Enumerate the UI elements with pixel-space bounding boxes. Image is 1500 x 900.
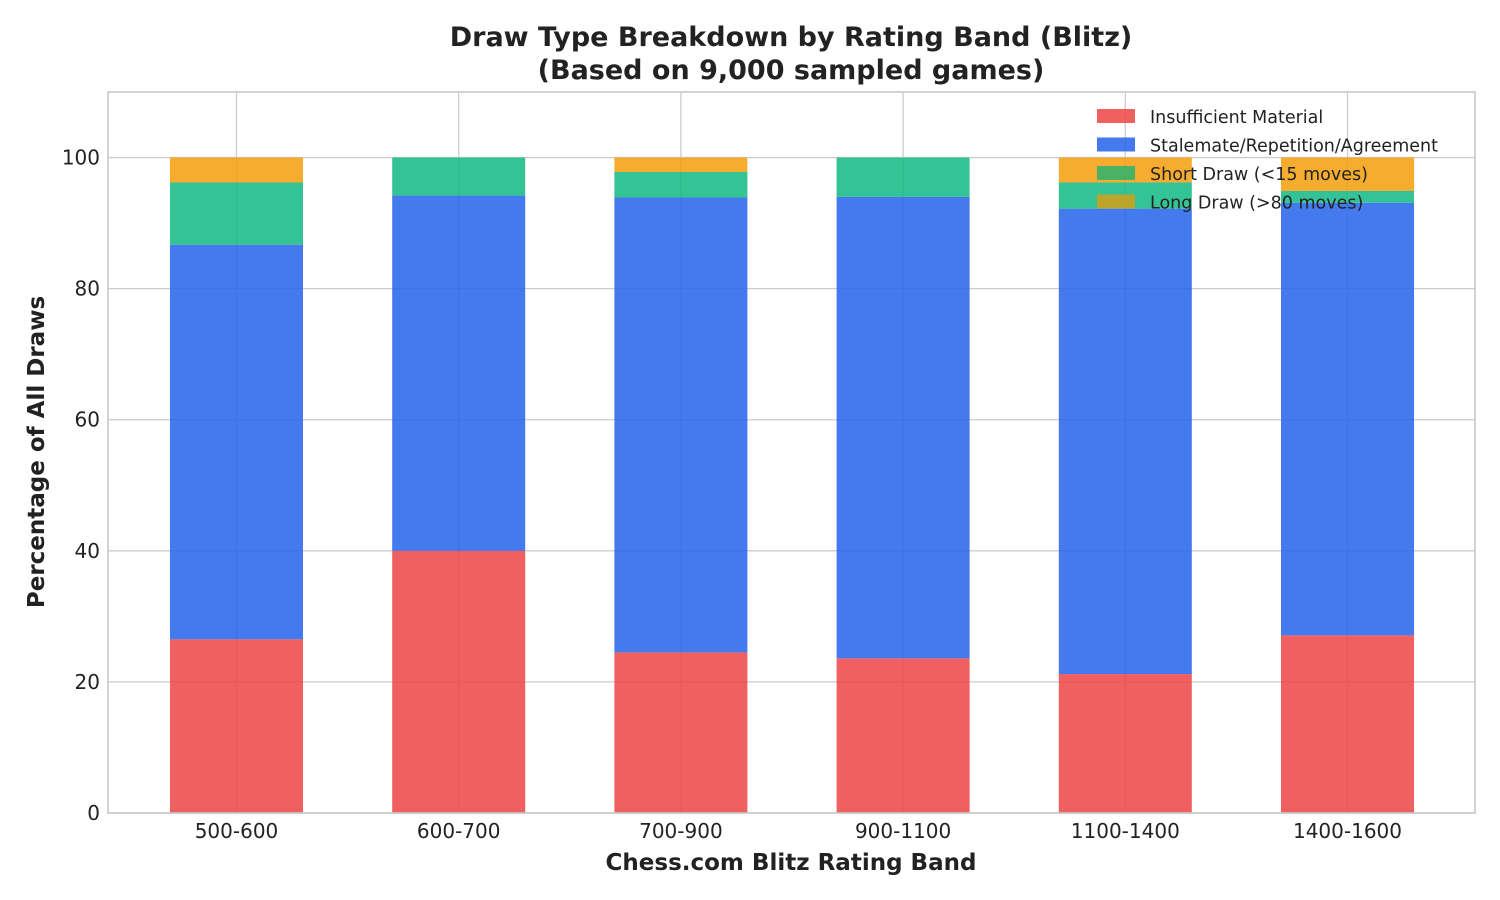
legend-swatch (1097, 137, 1135, 152)
x-tick-label: 700-900 (639, 819, 723, 843)
plot-frame (107, 91, 1476, 814)
legend-swatch (1097, 194, 1135, 209)
x-axis-label: Chess.com Blitz Rating Band (606, 850, 977, 876)
bar-segment (392, 157, 526, 196)
y-tick-label: 100 (62, 146, 100, 170)
bar-segment (1281, 635, 1414, 813)
bar-segment (392, 195, 526, 551)
y-tick-labels: 0 20 40 60 80 100 (62, 146, 100, 825)
bar-segment (392, 550, 526, 813)
x-tick-label: 900-1100 (855, 819, 951, 843)
bar-segment (614, 197, 748, 653)
bar-segment (170, 244, 303, 640)
bar-segment (836, 157, 970, 197)
legend-label: Insufficient Material (1150, 108, 1323, 128)
y-tick-label: 0 (87, 801, 100, 825)
bar-segment (836, 196, 970, 659)
chart-title: Draw Type Breakdown by Rating Band (Blit… (450, 22, 1133, 53)
legend-label: Short Draw (<15 moves) (1150, 165, 1368, 185)
legend: Insufficient Material Stalemate/Repetitio… (1097, 108, 1438, 214)
bar-segment (170, 639, 303, 813)
bar-segment (614, 652, 748, 813)
chart-subtitle: (Based on 9,000 sampled games) (538, 55, 1045, 86)
x-tick-label: 1100-1400 (1071, 819, 1180, 843)
x-tick-label: 500-600 (195, 819, 279, 843)
legend-label: Long Draw (>80 moves) (1150, 194, 1363, 214)
bar-segment (170, 182, 303, 245)
y-tick-label: 40 (75, 539, 100, 563)
x-tick-label: 1400-1600 (1293, 819, 1402, 843)
y-tick-label: 60 (75, 408, 100, 432)
bar-segment (1281, 202, 1414, 636)
y-tick-label: 80 (75, 277, 100, 301)
bar-segment (1281, 157, 1414, 191)
bar-segment (836, 658, 970, 813)
y-axis-label: Percentage of All Draws (24, 296, 50, 608)
x-tick-labels: 500-600 600-700 700-900 900-1100 1100-1400 14… (195, 819, 1402, 843)
bar-segment (1058, 208, 1192, 675)
bar-segment (170, 157, 303, 183)
y-tick-label: 20 (75, 670, 100, 694)
x-tick-label: 600-700 (417, 819, 501, 843)
bar-segment (614, 157, 748, 172)
bar-segment (614, 171, 748, 198)
legend-swatch (1097, 166, 1135, 180)
bars (170, 157, 1414, 813)
bar-segment (1281, 190, 1414, 203)
legend-label: Stalemate/Repetition/Agreement (1150, 137, 1438, 157)
bar-segment (1058, 674, 1192, 813)
legend-swatch (1097, 109, 1135, 123)
